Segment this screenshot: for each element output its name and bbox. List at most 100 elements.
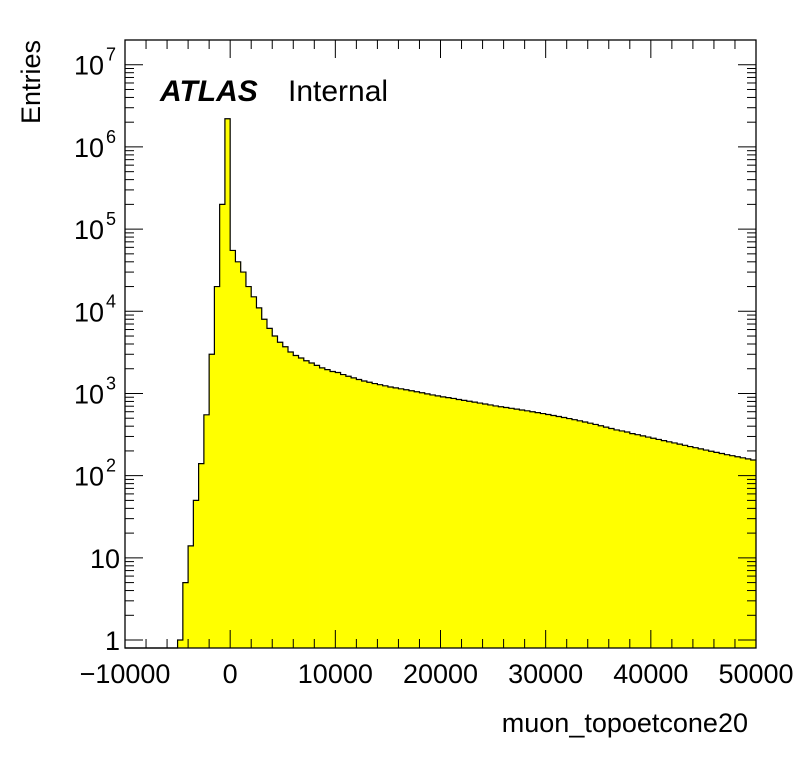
histogram-bar (687, 446, 694, 648)
histogram-bar (529, 411, 536, 648)
x-axis-tick-labels: −10000 0 10000 20000 30000 40000 50000 (80, 659, 794, 689)
histogram-bar (487, 404, 494, 648)
histogram-bar (650, 438, 657, 648)
x-tick-label: 50000 (718, 659, 793, 689)
histogram-bar (608, 428, 615, 648)
histogram-bar (230, 250, 236, 648)
histogram-bar (493, 405, 499, 648)
histogram-bar (571, 419, 578, 648)
histogram-bar (361, 380, 368, 648)
y-tick-label: 10 (74, 133, 104, 163)
histogram-bar (219, 204, 226, 648)
histogram-bar (724, 454, 731, 648)
histogram-bar (240, 272, 247, 648)
histogram-bar (235, 261, 242, 648)
histogram-bar (214, 286, 221, 648)
histogram-bar (587, 423, 594, 648)
histogram-bar (330, 371, 336, 648)
histogram-bar (524, 410, 531, 648)
histogram-bar (472, 402, 478, 648)
histogram-bar (740, 457, 746, 648)
histogram-bar (577, 420, 583, 648)
histogram-bar (466, 401, 473, 648)
histogram-bar (403, 389, 410, 648)
y-tick-label: 10 (74, 462, 104, 492)
y-tick-exponent: 4 (106, 291, 116, 311)
y-axis-title: Entries (16, 40, 46, 124)
histogram-bar (351, 377, 357, 648)
y-tick-exponent: 7 (106, 45, 116, 65)
x-tick-label: 30000 (508, 659, 583, 689)
histogram-bar (603, 427, 610, 648)
histogram-bar (677, 444, 683, 648)
histogram-bar (266, 328, 273, 648)
histogram-bar (345, 376, 352, 648)
histogram-bar (671, 442, 678, 648)
histogram-bar (719, 453, 725, 648)
histogram-bar (314, 365, 320, 648)
histogram-bar (372, 383, 378, 648)
histogram-bar (635, 434, 641, 648)
y-tick-exponent: 3 (106, 373, 116, 393)
histogram-bar (561, 417, 568, 648)
histogram-bar (366, 382, 373, 648)
histogram-bar (224, 118, 231, 648)
histogram-bar (514, 409, 520, 648)
histogram-bar (540, 413, 547, 648)
histogram-bar (661, 440, 668, 648)
histogram-bar (387, 386, 394, 648)
y-tick-exponent: 5 (106, 209, 116, 229)
y-tick-label: 10 (74, 379, 104, 409)
histogram-bar (445, 397, 452, 648)
y-tick-exponent: 6 (106, 127, 116, 147)
histogram-outline (125, 118, 756, 649)
histogram-bar (209, 354, 215, 648)
histogram-bar (398, 388, 405, 648)
histogram-bar (682, 445, 689, 648)
histogram-bar (440, 396, 447, 648)
histogram-bar (288, 351, 294, 648)
histogram-bar (698, 448, 704, 648)
histogram-bar (193, 500, 200, 648)
histogram-bar (640, 435, 646, 648)
histogram-bar (456, 399, 462, 648)
histogram-bar (377, 384, 384, 648)
y-tick-label: 1 (105, 626, 120, 656)
histogram-bar (429, 394, 436, 648)
histogram-bar (582, 421, 589, 648)
histogram-bar (282, 346, 289, 648)
histogram-bar (477, 403, 483, 648)
histogram-bar (319, 367, 326, 648)
histogram-bar (277, 342, 284, 648)
histogram-bar (435, 395, 441, 648)
histogram-bar (419, 392, 426, 648)
histogram-bar (298, 358, 305, 648)
histogram-bar (182, 582, 189, 648)
histogram-bar (629, 433, 636, 648)
histogram-bar (251, 296, 257, 648)
x-tick-label: 0 (223, 659, 238, 689)
histogram-bar (592, 424, 599, 648)
histogram-bar (535, 412, 541, 648)
histogram-bar (256, 307, 263, 648)
histogram-bars (125, 118, 757, 649)
status-label: Internal (288, 75, 388, 108)
histogram-bar (408, 390, 415, 648)
x-tick-label: 10000 (298, 659, 373, 689)
histogram-bar (482, 403, 489, 648)
histogram-bar (414, 391, 420, 648)
histogram-bar (461, 400, 468, 648)
histogram-bar (692, 447, 699, 648)
histogram-bar (382, 385, 389, 648)
histogram-bar (713, 452, 720, 648)
histogram-bar (566, 418, 573, 648)
y-tick-label: 10 (74, 297, 104, 327)
histogram-bar (750, 460, 757, 648)
histogram-bar (508, 408, 515, 648)
histogram-bar (293, 355, 299, 648)
x-axis-ticks (124, 40, 757, 648)
y-axis-ticks (125, 39, 756, 641)
histogram-bar (245, 286, 252, 648)
